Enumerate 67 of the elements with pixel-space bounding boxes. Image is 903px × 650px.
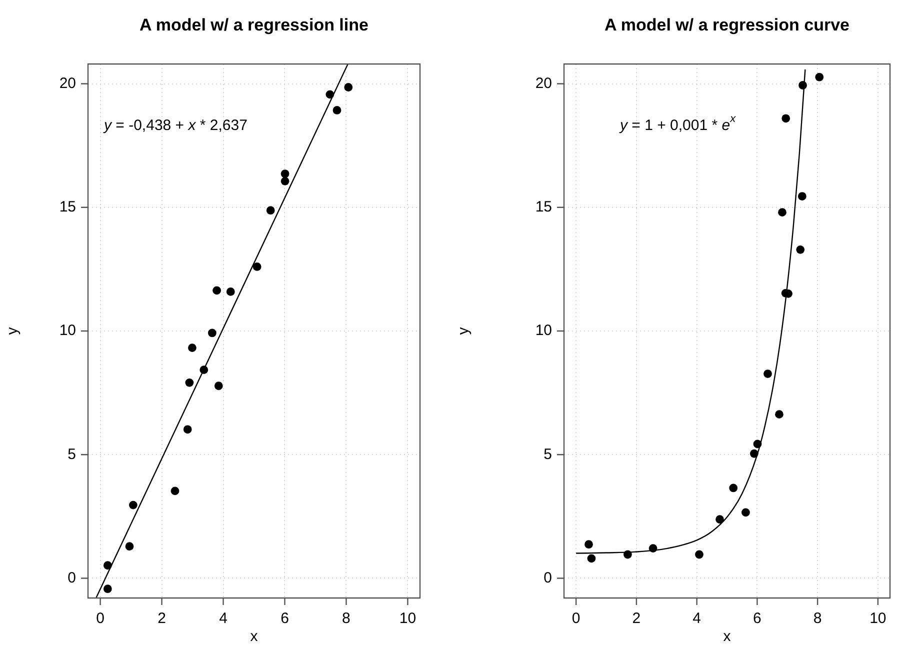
point [798,81,807,90]
point [208,328,216,338]
point [252,262,262,271]
x-tick-label: 0 [572,610,580,628]
x-tick-label: 8 [813,610,822,628]
y-tick-label: 20 [535,74,552,92]
point [226,287,235,296]
point [695,550,704,559]
point [729,484,738,492]
x-axis-title: x [250,628,258,646]
point [584,540,593,549]
point [778,208,786,217]
annotation: y = -0,438 + x * 2,637 [103,117,248,134]
x-tick-label: 6 [753,610,762,628]
point [326,90,334,99]
point [200,366,208,374]
point [212,286,222,295]
point [103,561,112,570]
y-tick-label: 15 [535,198,552,216]
x-tick-label: 0 [96,610,104,628]
y-tick-label: 5 [68,446,76,463]
point [214,382,223,390]
point [798,192,806,200]
point [280,176,290,186]
point [587,554,596,563]
point [332,106,342,114]
point [742,508,750,517]
point [716,515,724,524]
point [280,170,290,178]
y-axis-title: y [455,326,472,335]
y-tick-label: 0 [68,569,76,586]
point [815,72,824,82]
y-tick-label: 10 [59,322,76,340]
point [185,378,194,387]
x-axis-title: x [723,628,732,646]
point [344,83,353,92]
point [183,425,192,434]
x-tick-label: 2 [158,610,166,628]
point [623,550,632,559]
point [125,542,134,551]
point [782,114,790,123]
chart-title: A model w/ a regression curve [604,16,850,35]
point [750,449,758,458]
x-tick-label: 10 [870,610,886,628]
y-tick-label: 15 [59,198,76,216]
point [103,584,112,594]
point [170,486,180,496]
x-tick-label: 8 [342,610,350,628]
point [188,344,196,352]
point [753,440,762,448]
chart-title: A model w/ a regression line [140,16,368,35]
point [796,245,805,254]
point [775,410,784,419]
point [128,500,138,510]
x-tick-label: 4 [219,610,228,628]
point [764,370,772,378]
x-tick-label: 6 [280,610,289,628]
x-tick-label: 4 [692,610,701,628]
y-tick-label: 5 [544,446,552,463]
y-tick-label: 0 [544,569,552,586]
point [648,544,658,553]
point [266,206,275,215]
x-tick-label: 10 [399,610,416,628]
x-tick-label: 2 [632,610,641,628]
y-tick-label: 10 [535,322,552,340]
y-axis-title: y [4,326,22,335]
y-tick-label: 20 [59,74,76,92]
